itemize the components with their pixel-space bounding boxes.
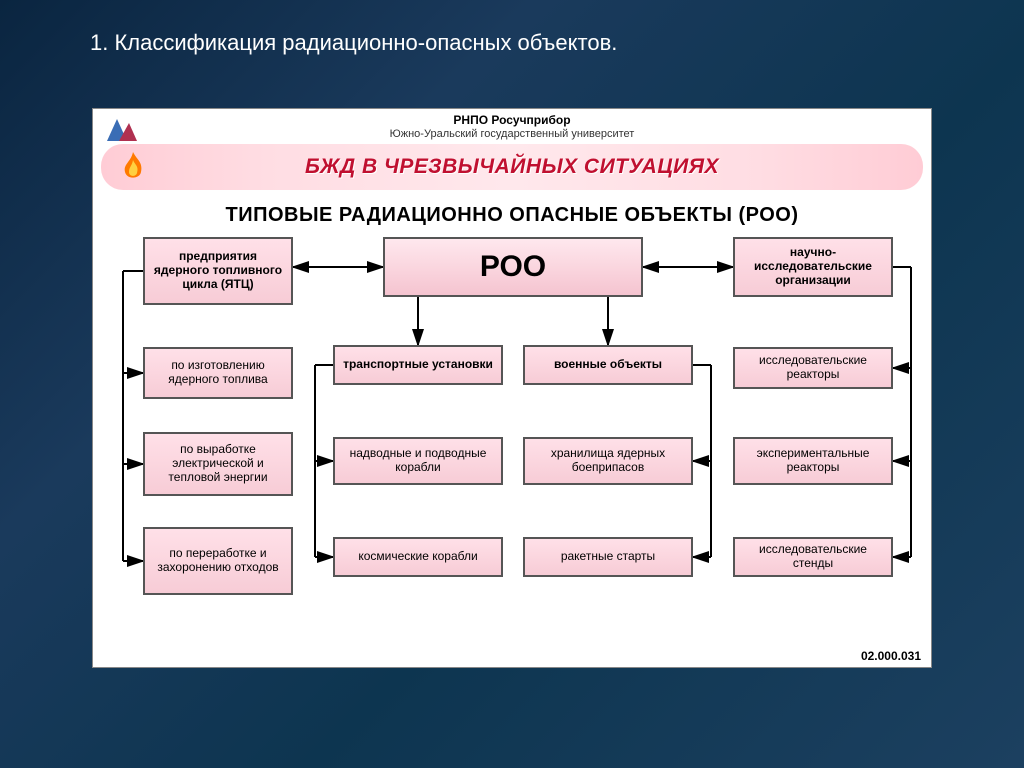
header-org: РНПО Росучприбор xyxy=(93,109,931,128)
node-col1r1: по изготовлению ядерного топлива xyxy=(143,347,293,399)
node-col2r2: космические корабли xyxy=(333,537,503,577)
content-panel: РНПО Росучприбор Южно-Уральский государс… xyxy=(92,108,932,668)
node-col3h: военные объекты xyxy=(523,345,693,385)
node-col4r3: исследовательские стенды xyxy=(733,537,893,577)
diagram-area: РОО предприятия ядерного топливного цикла… xyxy=(93,237,931,637)
node-topRight: научно-исследовательские организации xyxy=(733,237,893,297)
slide-code: 02.000.031 xyxy=(861,649,921,663)
node-col3r2: ракетные старты xyxy=(523,537,693,577)
node-col4r2: экспериментальные реакторы xyxy=(733,437,893,485)
node-col2r1: надводные и подводные корабли xyxy=(333,437,503,485)
flame-icon xyxy=(119,150,147,184)
node-col3r1: хранилища ядерных боеприпасов xyxy=(523,437,693,485)
header-sub: Южно-Уральский государственный университ… xyxy=(93,128,931,142)
node-col4r1: исследовательские реакторы xyxy=(733,347,893,389)
slide-title: 1. Классификация радиационно-опасных объ… xyxy=(0,0,1024,56)
node-topLeft: предприятия ядерного топливного цикла (Я… xyxy=(143,237,293,305)
node-col1r3: по переработке и захоронению отходов xyxy=(143,527,293,595)
banner: БЖД В ЧРЕЗВЫЧАЙНЫХ СИТУАЦИЯХ xyxy=(101,144,923,190)
org-logo-icon xyxy=(105,115,139,143)
node-col2h: транспортные установки xyxy=(333,345,503,385)
node-col1r2: по выработке электрической и тепловой эн… xyxy=(143,432,293,496)
node-center: РОО xyxy=(383,237,643,297)
main-title: ТИПОВЫЕ РАДИАЦИОННО ОПАСНЫЕ ОБЪЕКТЫ (РОО… xyxy=(93,196,931,237)
banner-text: БЖД В ЧРЕЗВЫЧАЙНЫХ СИТУАЦИЯХ xyxy=(305,155,719,179)
